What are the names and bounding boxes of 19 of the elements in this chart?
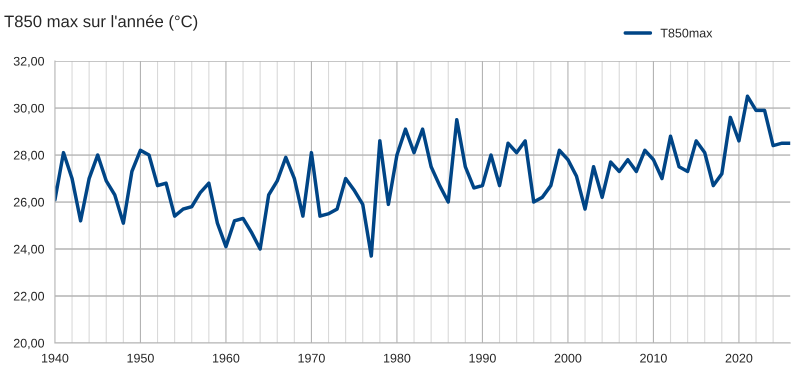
x-tick-label: 2020	[726, 354, 752, 363]
x-tick-label: 2000	[554, 354, 582, 363]
y-tick-label: 20,00	[14, 338, 44, 350]
x-tick-label: 1940	[42, 354, 68, 363]
x-tick-label: 1960	[212, 354, 240, 363]
y-tick-label: 32,00	[14, 56, 44, 68]
y-tick-label: 24,00	[14, 244, 44, 256]
x-tick-label: 1970	[298, 354, 325, 363]
chart-title: T850 max sur l'année (°C)	[4, 14, 198, 31]
line-series	[54, 94, 790, 258]
y-tick-label: 28,00	[14, 150, 44, 162]
x-tick-label: 1950	[127, 354, 154, 363]
x-tick-label: 2010	[640, 354, 667, 363]
legend-label: T850max	[660, 28, 712, 38]
x-tick-label: 1990	[469, 354, 496, 363]
y-tick-label: 30,00	[14, 104, 44, 114]
y-tick-label: 26,00	[14, 198, 44, 208]
x-tick-label: 1980	[384, 354, 410, 363]
y-tick-label: 22,00	[14, 292, 44, 302]
